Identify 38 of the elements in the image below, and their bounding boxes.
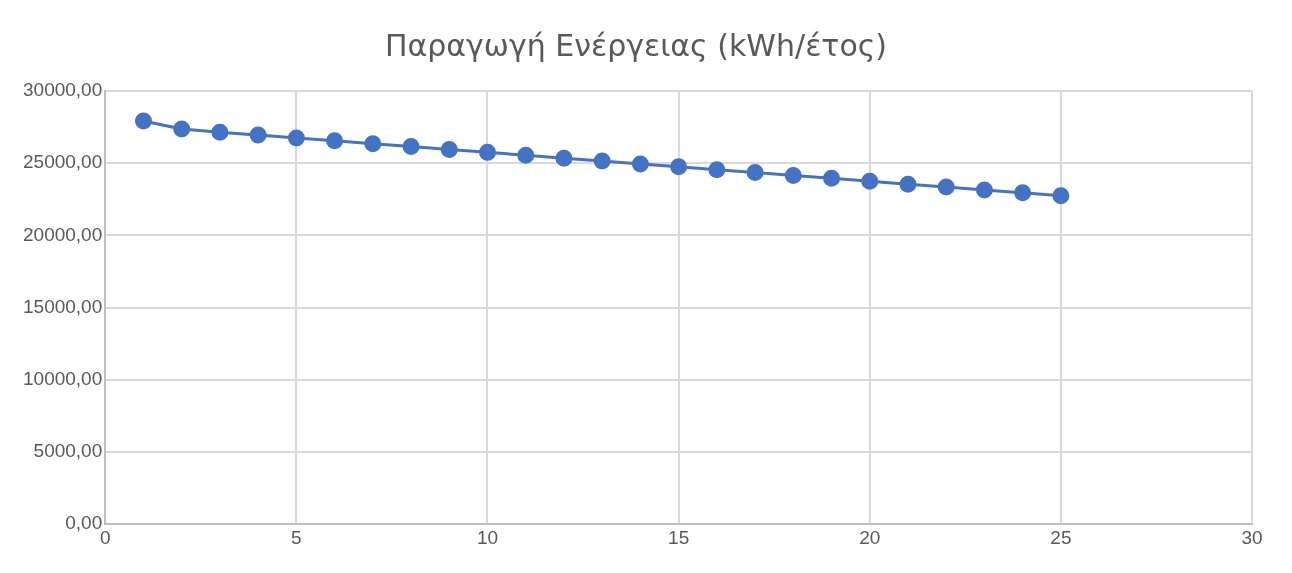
y-tick-label: 10000,00 <box>23 368 103 390</box>
point <box>975 181 993 199</box>
x-tick-label: 25 <box>1050 526 1072 548</box>
point <box>937 178 955 196</box>
point <box>861 172 879 190</box>
x-tick-label: 15 <box>668 526 690 548</box>
y-tick-label: 20000,00 <box>23 223 103 245</box>
point <box>670 158 688 176</box>
point <box>479 143 496 161</box>
chart-title: Παραγωγή Ενέργειας (kWh/έτος) <box>384 27 888 63</box>
point <box>746 164 764 182</box>
point <box>708 161 726 179</box>
x-tick-label: 30 <box>1241 526 1263 548</box>
x-tick-label: 10 <box>476 526 499 548</box>
point <box>899 175 917 193</box>
point <box>287 129 305 147</box>
point <box>1014 184 1032 202</box>
point <box>593 152 611 170</box>
y-tick-label: 15000,00 <box>23 295 103 317</box>
point <box>134 112 152 130</box>
point <box>364 135 382 153</box>
point <box>326 132 344 150</box>
point <box>784 166 802 184</box>
point <box>211 123 229 141</box>
y-tick-label: 5000,00 <box>33 440 103 462</box>
y-tick-label: 30000,00 <box>23 79 103 101</box>
point <box>440 140 458 158</box>
x-tick-label: 5 <box>291 526 302 548</box>
x-tick-label: 20 <box>859 526 881 548</box>
point <box>173 120 191 138</box>
point <box>631 155 649 173</box>
point <box>823 169 841 187</box>
point <box>402 138 420 156</box>
point <box>249 126 267 144</box>
point <box>517 146 535 164</box>
point <box>555 149 573 167</box>
y-tick-label: 25000,00 <box>23 151 103 173</box>
point <box>1052 187 1070 205</box>
